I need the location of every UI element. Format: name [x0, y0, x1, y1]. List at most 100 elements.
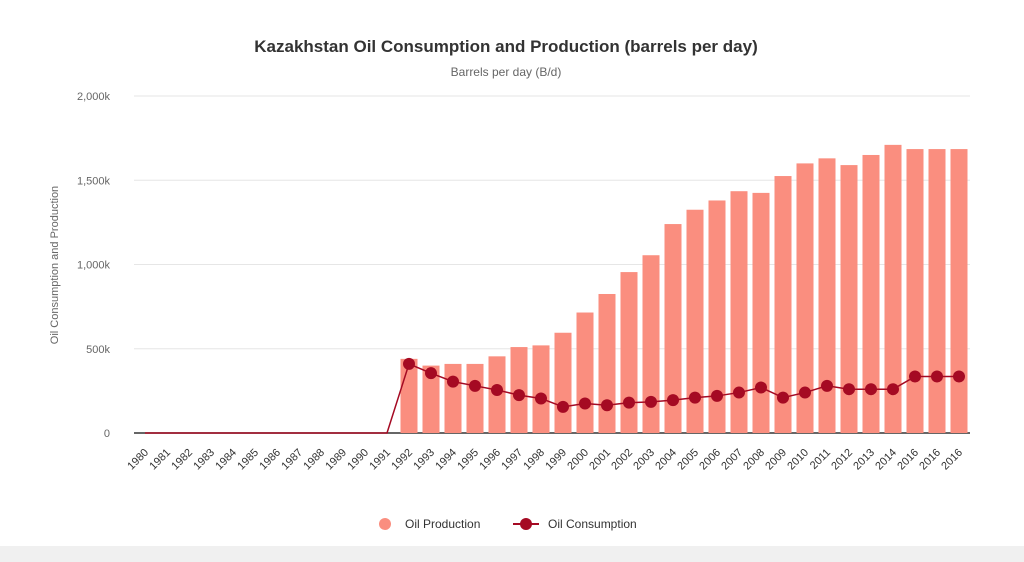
x-tick-label: 1989 — [323, 447, 349, 473]
x-tick-label: 1981 — [147, 447, 173, 473]
x-tick-label: 2000 — [565, 447, 591, 473]
x-tick-label: 2010 — [785, 447, 811, 473]
x-tick-label: 2008 — [741, 447, 767, 473]
point-oil-consumption[interactable] — [755, 381, 767, 394]
x-tick-label: 1985 — [235, 447, 261, 473]
x-tick-label: 1999 — [543, 447, 569, 473]
x-tick-label: 1986 — [257, 447, 283, 473]
bar-oil-production[interactable] — [752, 192, 770, 433]
bar-oil-production[interactable] — [598, 293, 616, 433]
bar-oil-production[interactable] — [620, 272, 638, 433]
x-tick-label: 1995 — [455, 447, 481, 473]
bar-oil-production[interactable] — [708, 200, 726, 433]
x-tick-label: 2001 — [587, 447, 613, 473]
footer-band — [0, 546, 1024, 562]
point-oil-consumption[interactable] — [821, 379, 833, 392]
x-tick-label: 1998 — [521, 447, 547, 473]
x-tick-label: 2005 — [675, 447, 701, 473]
bar-oil-production[interactable] — [422, 365, 440, 433]
chart-title: Kazakhstan Oil Consumption and Productio… — [254, 37, 757, 56]
y-tick-label: 1,500k — [77, 175, 111, 187]
bar-oil-production[interactable] — [554, 332, 572, 433]
bar-oil-production[interactable] — [642, 255, 660, 433]
point-oil-consumption[interactable] — [777, 391, 789, 404]
point-oil-consumption[interactable] — [623, 396, 635, 409]
legend-production-marker — [379, 518, 391, 530]
x-tick-label: 1991 — [367, 447, 393, 473]
x-tick-label: 2011 — [808, 447, 833, 472]
point-oil-consumption[interactable] — [557, 400, 569, 413]
x-tick-label: 2012 — [829, 447, 855, 473]
bar-oil-production[interactable] — [818, 158, 836, 433]
point-oil-consumption[interactable] — [403, 357, 415, 370]
point-oil-consumption[interactable] — [491, 384, 503, 397]
legend-item-consumption[interactable]: Oil Consumption — [513, 517, 637, 531]
point-oil-consumption[interactable] — [689, 391, 701, 404]
y-axis-title: Oil Consumption and Production — [49, 186, 61, 344]
point-oil-consumption[interactable] — [579, 397, 591, 410]
point-oil-consumption[interactable] — [887, 383, 899, 396]
bar-oil-production[interactable] — [664, 224, 682, 433]
legend-consumption-marker — [520, 518, 532, 530]
x-tick-label: 2003 — [631, 447, 657, 473]
bar-oil-production[interactable] — [576, 312, 594, 433]
point-oil-consumption[interactable] — [601, 399, 613, 412]
point-oil-consumption[interactable] — [733, 386, 745, 399]
legend-production-label: Oil Production — [405, 517, 480, 531]
y-axis-ticks: 0 500k 1,000k 1,500k 2,000k — [77, 91, 111, 440]
x-tick-label: 1990 — [345, 447, 371, 473]
legend-item-production[interactable]: Oil Production — [379, 517, 480, 531]
point-oil-consumption[interactable] — [843, 383, 855, 396]
x-tick-label: 1983 — [191, 447, 217, 473]
point-oil-consumption[interactable] — [667, 394, 679, 407]
bar-oil-production[interactable] — [774, 176, 792, 433]
y-tick-label: 1,000k — [77, 260, 111, 272]
bar-oil-production[interactable] — [950, 149, 968, 433]
legend-consumption-label: Oil Consumption — [548, 517, 637, 531]
point-oil-consumption[interactable] — [645, 395, 657, 408]
point-oil-consumption[interactable] — [931, 370, 943, 383]
point-oil-consumption[interactable] — [799, 386, 811, 399]
point-oil-consumption[interactable] — [513, 389, 525, 402]
bar-oil-production[interactable] — [862, 154, 880, 433]
y-tick-label: 2,000k — [77, 91, 111, 103]
bar-oil-production[interactable] — [444, 363, 462, 433]
x-tick-label: 1993 — [411, 447, 437, 473]
bar-oil-production[interactable] — [686, 209, 704, 433]
x-tick-label: 2013 — [851, 447, 877, 473]
x-tick-label: 2014 — [873, 447, 899, 473]
bar-oil-production[interactable] — [796, 163, 814, 433]
point-oil-consumption[interactable] — [953, 370, 965, 383]
x-tick-label: 1988 — [301, 447, 327, 473]
y-tick-label: 0 — [104, 428, 110, 440]
x-tick-label: 1997 — [499, 447, 525, 473]
bar-oil-production[interactable] — [532, 345, 550, 433]
x-tick-label: 2016 — [895, 447, 921, 473]
point-oil-consumption[interactable] — [865, 383, 877, 396]
x-tick-label: 2006 — [697, 447, 723, 473]
chart-subtitle: Barrels per day (B/d) — [451, 65, 562, 79]
bar-oil-production[interactable] — [884, 144, 902, 434]
point-oil-consumption[interactable] — [535, 392, 547, 405]
y-tick-label: 500k — [86, 344, 110, 356]
x-tick-label: 2016 — [939, 447, 965, 473]
bar-oil-production[interactable] — [466, 363, 484, 433]
point-oil-consumption[interactable] — [425, 367, 437, 380]
point-oil-consumption[interactable] — [909, 370, 921, 383]
x-tick-label: 1980 — [125, 447, 151, 473]
bar-oil-production[interactable] — [400, 358, 418, 433]
bar-oil-production[interactable] — [906, 149, 924, 433]
x-tick-label: 1992 — [389, 447, 415, 473]
x-tick-label: 2007 — [719, 447, 745, 473]
bar-oil-production[interactable] — [928, 149, 946, 433]
point-oil-consumption[interactable] — [711, 389, 723, 402]
bar-oil-production[interactable] — [730, 191, 748, 433]
x-tick-label: 1984 — [213, 447, 239, 473]
x-tick-label: 2004 — [653, 447, 679, 473]
point-oil-consumption[interactable] — [447, 375, 459, 388]
x-tick-label: 1994 — [433, 447, 459, 473]
point-oil-consumption[interactable] — [469, 379, 481, 392]
bar-oil-production[interactable] — [840, 165, 858, 433]
consumption-line — [145, 357, 965, 434]
x-tick-label: 1996 — [477, 447, 503, 473]
